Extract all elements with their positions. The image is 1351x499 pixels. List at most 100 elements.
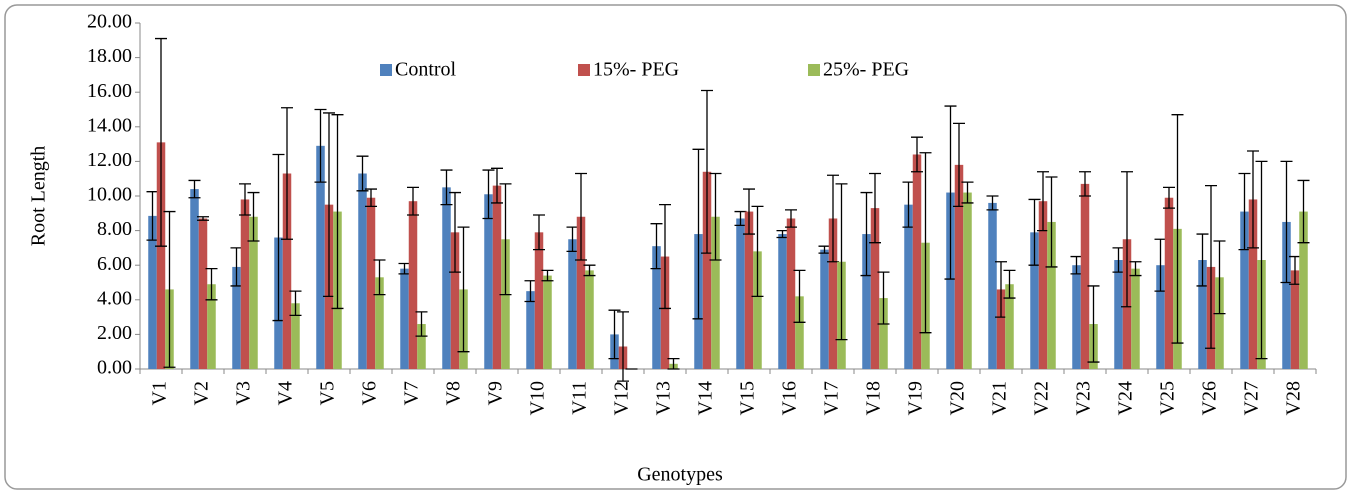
x-tick-label: V15 — [737, 381, 759, 415]
bar — [904, 204, 913, 369]
bar — [660, 256, 670, 369]
y-tick-label: 2.00 — [97, 322, 132, 344]
error-bar — [155, 37, 167, 247]
error-bar — [961, 181, 974, 204]
error-bar — [617, 311, 629, 382]
error-bar — [524, 280, 537, 303]
error-bar — [667, 357, 680, 370]
bar — [240, 199, 250, 369]
bar — [375, 277, 384, 369]
x-axis-label: Genotypes — [637, 464, 723, 486]
legend-label: 15%- PEG — [593, 59, 679, 81]
bar — [1156, 265, 1165, 369]
legend-swatch — [380, 64, 392, 76]
bar — [954, 164, 964, 369]
bar — [400, 268, 409, 369]
bar — [862, 234, 871, 369]
error-bar — [440, 169, 453, 206]
bar — [996, 289, 1006, 369]
y-axis-label: Root Length — [28, 146, 50, 247]
x-tick-label: V10 — [527, 381, 549, 415]
y-tick-label: 20.00 — [87, 11, 132, 33]
x-tick-label: V23 — [1073, 381, 1095, 415]
x-tick-label: V4 — [275, 381, 297, 405]
error-bar — [491, 167, 503, 204]
bar — [576, 216, 586, 369]
error-bar — [608, 309, 621, 360]
bar — [946, 192, 955, 369]
error-bar — [365, 188, 377, 208]
error-bar — [356, 155, 369, 192]
bar — [358, 173, 367, 369]
bar — [207, 284, 216, 369]
error-bar — [314, 108, 327, 183]
error-bar — [944, 105, 957, 280]
error-bar — [1213, 240, 1226, 315]
error-bar — [701, 89, 713, 254]
error-bar — [499, 183, 512, 296]
error-bar — [1129, 261, 1142, 277]
error-bar — [398, 262, 411, 275]
bar — [148, 215, 157, 369]
x-tick-label: V3 — [233, 381, 255, 405]
error-bar — [1163, 186, 1175, 209]
legend-label: Control — [395, 59, 457, 81]
error-bar — [793, 269, 806, 323]
error-bar — [1003, 269, 1016, 299]
bar — [249, 216, 258, 369]
bar — [156, 142, 166, 369]
error-bar — [1045, 176, 1058, 268]
bar — [711, 216, 720, 369]
error-bar — [1280, 160, 1293, 284]
error-bar — [239, 183, 251, 216]
y-tick-label: 12.00 — [87, 149, 132, 171]
bar — [543, 275, 552, 369]
x-tick-label: V25 — [1157, 381, 1179, 415]
error-bar — [575, 172, 587, 261]
bar — [786, 218, 796, 369]
error-bar — [692, 148, 705, 320]
error-bar — [1297, 179, 1310, 244]
bar — [568, 239, 577, 369]
error-bar — [776, 229, 789, 239]
error-bar — [1154, 238, 1167, 292]
error-bar — [566, 226, 579, 253]
bar — [1164, 197, 1174, 369]
error-bar — [1087, 285, 1100, 363]
error-bar — [407, 186, 419, 216]
bar — [534, 232, 544, 369]
bar — [1198, 260, 1207, 369]
bar — [1030, 232, 1039, 369]
error-bar — [911, 136, 923, 173]
error-bar — [650, 223, 663, 270]
error-bar — [1121, 171, 1133, 308]
error-bar — [709, 172, 722, 261]
error-bar — [734, 210, 747, 227]
x-tick-label: V11 — [569, 381, 591, 415]
bar — [585, 270, 594, 369]
x-tick-label: V12 — [611, 381, 633, 415]
bar — [988, 202, 997, 369]
error-bar — [995, 261, 1007, 318]
bar — [963, 192, 972, 369]
bar — [526, 291, 535, 369]
bar — [795, 296, 804, 369]
error-bar — [919, 152, 932, 334]
y-tick-label: 16.00 — [87, 80, 132, 102]
y-tick-label: 8.00 — [97, 218, 132, 240]
error-bar — [331, 114, 344, 310]
error-bar — [323, 112, 335, 297]
error-bar — [533, 214, 545, 251]
x-tick-label: V5 — [317, 381, 339, 405]
legend-swatch — [808, 64, 820, 76]
error-bar — [818, 245, 831, 254]
error-bar — [743, 188, 755, 235]
error-bar — [986, 195, 999, 211]
error-bar — [751, 205, 764, 297]
legend-label: 25%- PEG — [823, 59, 909, 81]
error-bar — [146, 191, 159, 241]
y-tick-label: 6.00 — [97, 253, 132, 275]
x-tick-label: V6 — [359, 381, 381, 405]
error-bar — [281, 107, 293, 240]
